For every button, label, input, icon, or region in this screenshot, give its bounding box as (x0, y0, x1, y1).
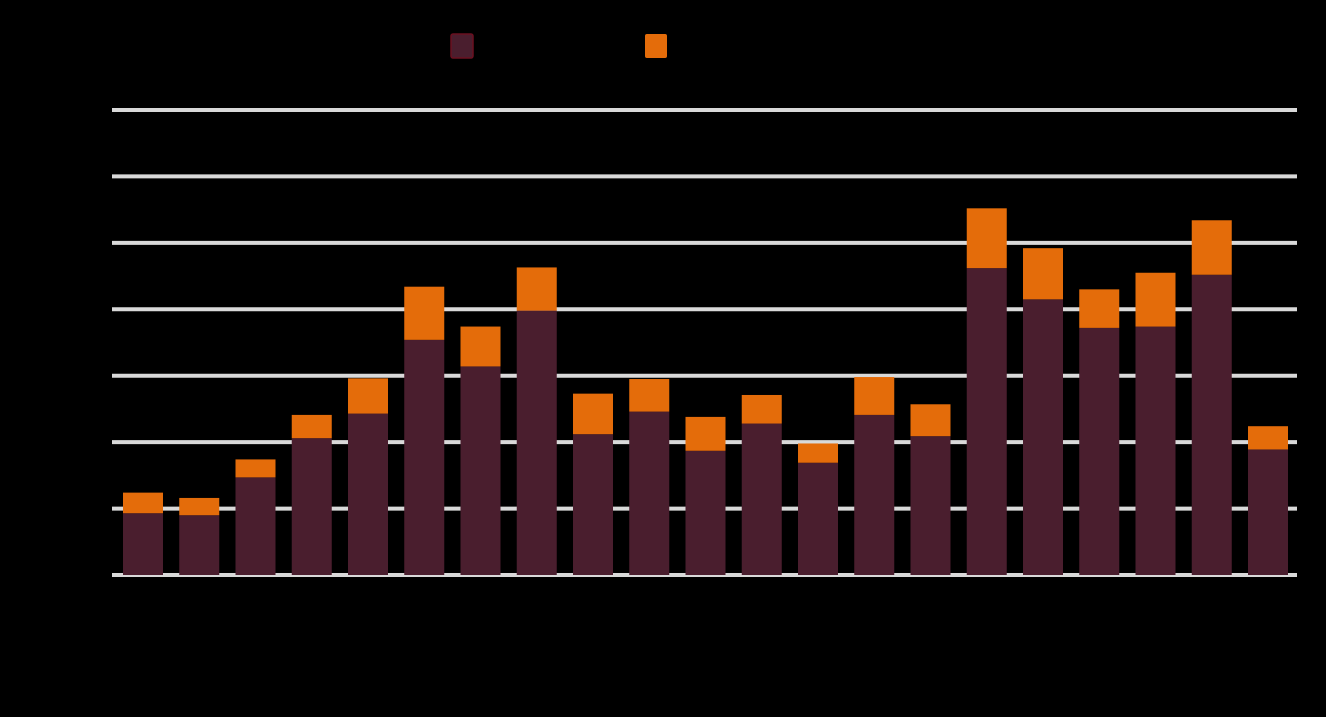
bar-segment-series-1 (291, 438, 332, 575)
bar-segment-series-1 (798, 462, 838, 575)
bar-segment-series-2 (460, 326, 501, 367)
bar-segment-series-2 (516, 267, 557, 311)
bar-segment-series-1 (685, 450, 726, 575)
bar-segment-series-1 (348, 413, 388, 575)
bar-segment-series-2 (629, 379, 670, 412)
bar-segment-series-1 (629, 411, 670, 575)
bar-segment-series-2 (854, 377, 895, 415)
bar-segment-series-1 (179, 515, 220, 575)
bar-segment-series-1 (910, 436, 951, 575)
bar-segment-series-1 (1135, 326, 1176, 575)
bar-segment-series-1 (460, 366, 501, 575)
bar-segment-series-2 (123, 492, 163, 514)
bar-segment-series-2 (1191, 220, 1232, 275)
bar-segment-series-1 (404, 339, 445, 575)
legend-swatch-series-2 (645, 34, 667, 58)
bar-segment-series-2 (1248, 426, 1288, 450)
bar-segment-series-2 (910, 404, 951, 437)
bar-segment-series-1 (516, 310, 557, 575)
bar-segment-series-2 (685, 416, 726, 451)
bar-segment-series-2 (966, 208, 1007, 269)
bar-segment-series-1 (854, 414, 895, 575)
bar-segment-series-1 (1248, 449, 1288, 575)
bar-segment-series-1 (1079, 327, 1120, 575)
legend-swatch-series-1 (450, 33, 474, 59)
bar-segment-series-1 (123, 513, 163, 575)
bar-series (123, 208, 1288, 575)
bar-segment-series-2 (1135, 272, 1176, 327)
bar-segment-series-2 (1023, 248, 1063, 300)
bar-segment-series-1 (741, 423, 782, 575)
bar-segment-series-2 (348, 378, 388, 414)
bar-segment-series-1 (235, 477, 276, 575)
bar-segment-series-2 (404, 286, 445, 340)
bar-segment-series-1 (573, 434, 613, 575)
bar-segment-series-1 (966, 268, 1007, 575)
bar-segment-series-2 (741, 394, 782, 424)
bar-segment-series-2 (573, 393, 613, 435)
bar-segment-series-2 (1079, 289, 1120, 328)
chart-legend (450, 33, 667, 59)
bar-segment-series-1 (1191, 274, 1232, 575)
bar-segment-series-2 (291, 414, 332, 439)
bar-segment-series-2 (235, 459, 276, 478)
bar-segment-series-2 (179, 497, 220, 516)
bar-segment-series-2 (798, 443, 838, 463)
bar-segment-series-1 (1023, 299, 1063, 575)
